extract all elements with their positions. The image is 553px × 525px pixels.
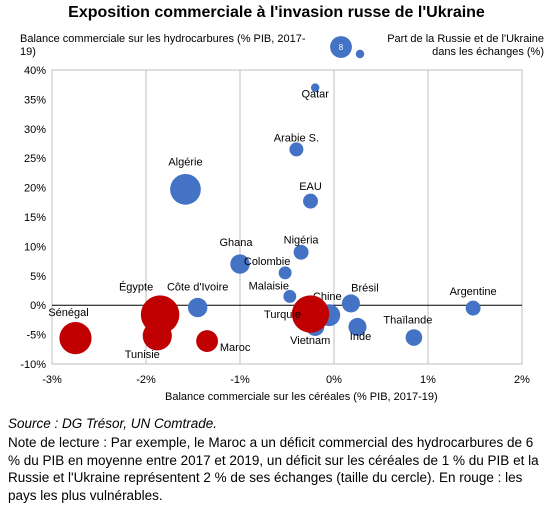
data-point [405,329,423,346]
point-label: EAU [299,181,322,193]
y-tick-label: 15% [24,212,46,224]
point-label: Nigéria [284,234,320,246]
chart-title: Exposition commerciale à l'invasion russ… [68,4,485,21]
y-tick-label: 0% [30,300,46,312]
point-label: Sénégal [48,307,88,319]
data-point [303,193,318,209]
y-tick-label: 20% [24,183,46,195]
data-point [348,317,367,336]
legend-bubble-small [355,49,365,59]
y-tick-label: -10% [20,359,46,371]
data-point [341,294,360,313]
data-point [465,300,481,316]
y-tick-label: 35% [24,94,46,106]
data-point [170,173,201,205]
point-label: Côte d'Ivoire [167,282,228,294]
data-point [187,297,208,318]
point-label: Maroc [220,342,251,354]
scatter-plot: -10% -5% 0% 5% 10% 15% 20% 25% 30% 35% 40% -3% -2% -1… [20,36,530,386]
size-legend-label: Part de la Russie et de l'Ukraine dans l… [387,33,544,58]
point-label: Argentine [450,286,497,298]
x-tick-label: -1% [230,374,250,386]
y-tick-label: 5% [30,271,46,283]
plot-frame [51,69,523,365]
y-axis-label: Balance commerciale sur les hydrocarbure… [20,33,306,58]
data-point [196,330,219,352]
point-label: Turquie [264,309,301,321]
data-point [289,142,304,157]
source-text: Source : DG Trésor, UN Comtrade. [8,416,218,431]
x-tick-label: 2% [514,374,530,386]
point-label: Algérie [168,156,202,168]
y-tick-label: 40% [24,65,46,77]
data-point [283,289,297,303]
data-point [230,254,250,274]
point-label: Vietnam [290,335,330,347]
data-point [293,244,309,260]
point-label: Brésil [351,282,379,294]
point-label: Tunisie [125,349,160,361]
y-tick-label: -5% [26,330,46,342]
note-text: Note de lecture : Par exemple, le Maroc … [8,435,539,503]
point-label: Inde [350,331,371,343]
point-label: Ghana [219,237,253,249]
x-axis-label: Balance commerciale sur les céréales (% … [165,391,438,403]
y-tick-label: 10% [24,241,46,253]
y-tick-label: 30% [24,124,46,136]
x-tick-label: 0% [326,374,342,386]
legend-bubble-value: 8 [339,43,344,52]
point-label: Égypte [119,281,153,294]
data-point [291,295,330,333]
point-label: Qatar [301,89,329,101]
legend-bubble [330,36,352,58]
point-label: Arabie S. [274,132,319,144]
x-tick-label: 1% [420,374,436,386]
data-point [278,266,292,280]
point-label: Malaisie [249,280,289,292]
data-point [310,83,320,92]
data-point [142,321,172,351]
data-point [59,322,92,355]
y-tick-label: 25% [24,153,46,165]
point-label: Colombie [244,256,290,268]
x-tick-label: -3% [42,374,62,386]
x-tick-label: -2% [136,374,156,386]
point-label: Thaïlande [383,315,432,327]
